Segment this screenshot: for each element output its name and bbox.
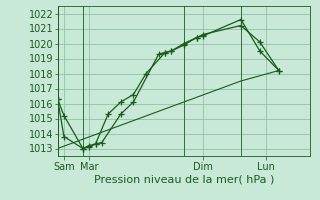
X-axis label: Pression niveau de la mer( hPa ): Pression niveau de la mer( hPa ) xyxy=(94,174,274,184)
